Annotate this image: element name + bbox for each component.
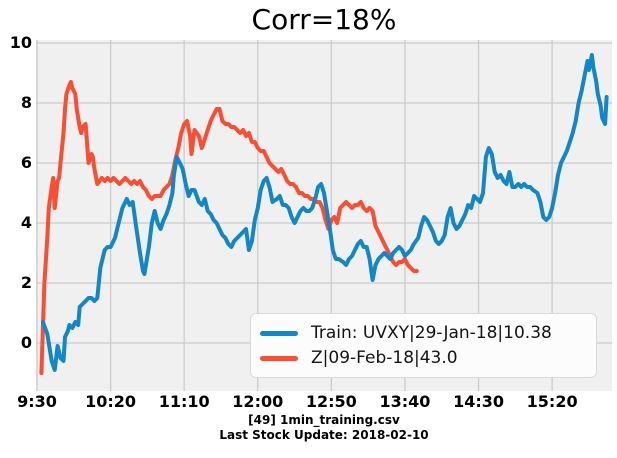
x-tick-label: 13:40 (379, 392, 431, 411)
y-tick-label: 4 (20, 213, 32, 232)
y-tick-label: 8 (20, 93, 32, 112)
z-series-line (39, 80, 419, 375)
x-tick-label: 11:10 (158, 392, 210, 411)
x-tick-label: 15:20 (526, 392, 578, 411)
x-tick-label: 9:30 (17, 392, 57, 411)
caption-line-1: [49] 1min_training.csv (248, 413, 400, 427)
legend: Train: UVXY|29-Jan-18|10.38 Z|09-Feb-18|… (250, 313, 597, 378)
train-series-line (40, 53, 609, 372)
legend-item-train: Train: UVXY|29-Jan-18|10.38 (260, 321, 586, 345)
caption-line-2: Last Stock Update: 2018-02-10 (219, 428, 429, 442)
train-line-swatch (260, 330, 298, 336)
axis-caption: [49] 1min_training.csv Last Stock Update… (36, 413, 612, 443)
legend-label-z: Z|09-Feb-18|43.0 (311, 348, 458, 368)
x-tick-label: 12:00 (232, 392, 284, 411)
plot-svg (36, 40, 612, 391)
legend-label-train: Train: UVXY|29-Jan-18|10.38 (311, 323, 552, 343)
y-tick-label: 10 (9, 33, 32, 52)
x-tick-label: 14:30 (453, 392, 504, 411)
y-tick-label: 2 (20, 273, 32, 292)
legend-item-z: Z|09-Feb-18|43.0 (260, 346, 586, 370)
y-tick-label: 0 (20, 333, 32, 352)
x-tick-label: 12:50 (305, 392, 357, 411)
gridlines (36, 40, 612, 391)
x-tick-label: 10:20 (85, 392, 137, 411)
y-tick-label: 6 (20, 153, 32, 172)
z-line-swatch (260, 355, 298, 361)
chart-title: Corr=18% (251, 3, 397, 36)
